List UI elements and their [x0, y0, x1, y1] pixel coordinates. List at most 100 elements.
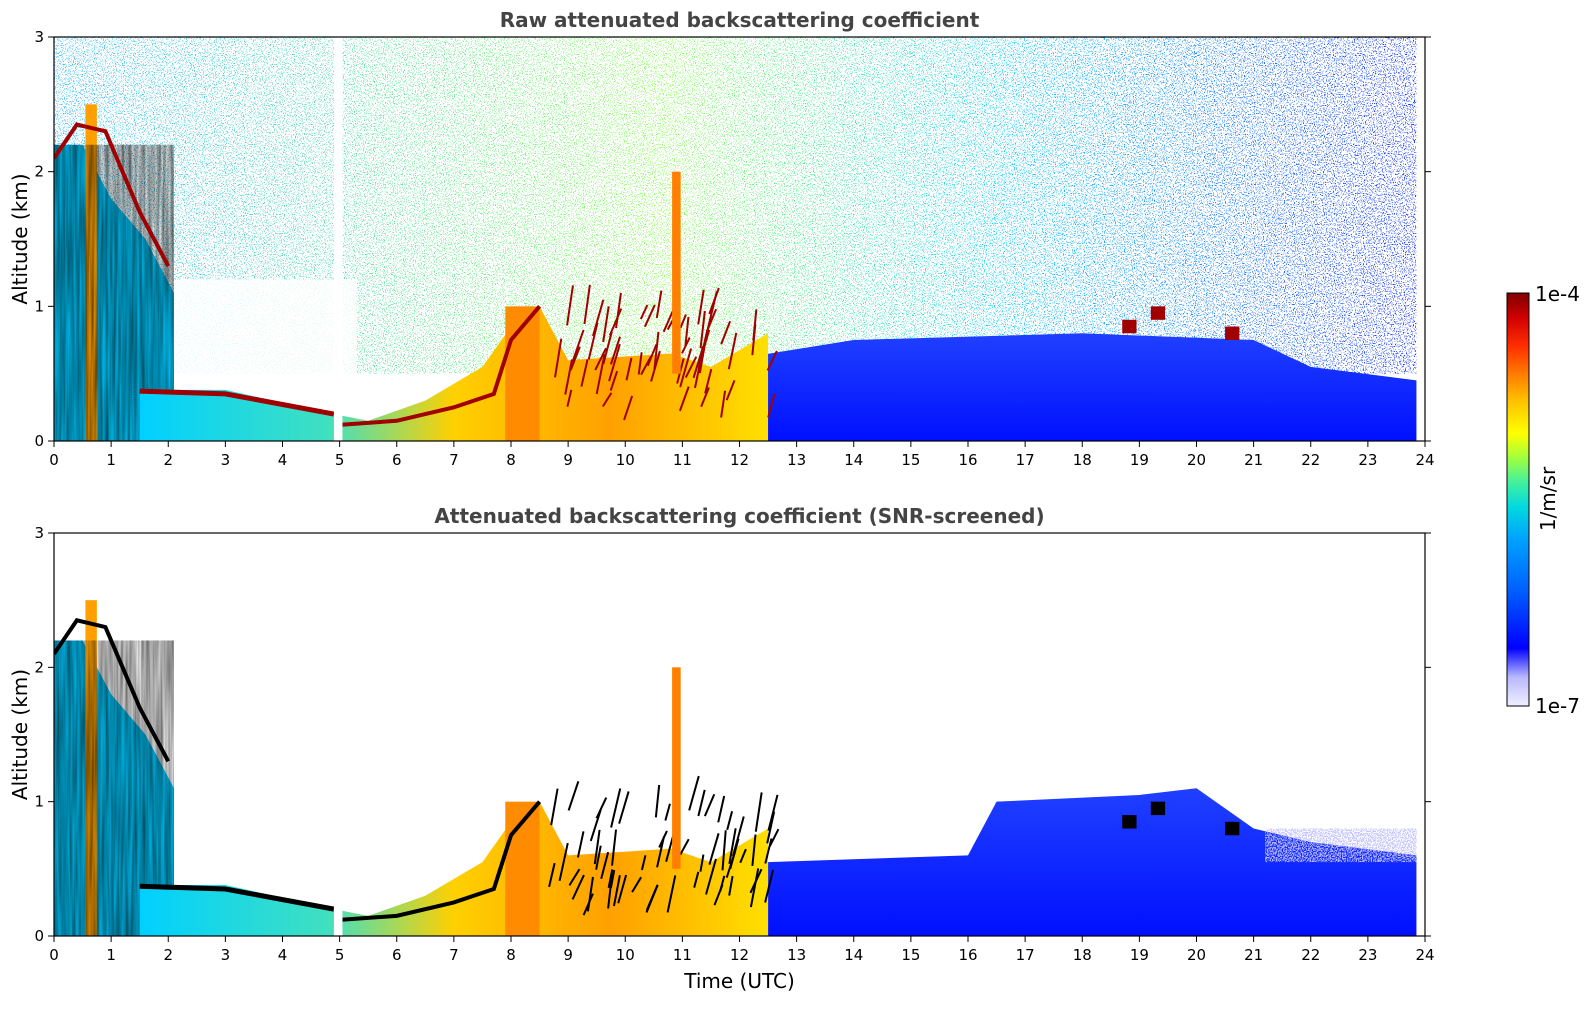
x-tick-label: 17 — [1016, 451, 1035, 469]
convective-streak — [684, 316, 690, 346]
convective-streak — [571, 329, 585, 363]
y-tick-label: 0 — [34, 432, 44, 450]
convective-streak — [767, 393, 776, 418]
convective-streak — [767, 794, 779, 831]
convective-streak — [615, 292, 622, 329]
x-tick-label: 0 — [49, 946, 59, 964]
x-tick-label: 8 — [506, 451, 516, 469]
y-tick-label: 0 — [34, 927, 44, 945]
convective-streak — [700, 387, 710, 408]
convective-streak — [705, 858, 717, 895]
convective-streak — [548, 862, 556, 888]
convective-streak — [699, 310, 706, 349]
convective-streak — [595, 845, 602, 870]
convective-streak — [639, 304, 649, 320]
y-axis-label: Altitude (km) — [8, 173, 32, 304]
x-tick-label: 13 — [787, 451, 806, 469]
convective-streak — [611, 829, 618, 866]
convective-streak — [766, 811, 776, 844]
x-tick-label: 10 — [616, 451, 635, 469]
convective-streak — [566, 285, 574, 326]
convective-streak — [751, 834, 757, 867]
convective-streak — [580, 359, 589, 387]
x-tick-label: 20 — [1187, 946, 1206, 964]
y-tick-label: 2 — [34, 163, 44, 181]
bl-growth-line — [339, 800, 542, 922]
convective-streak — [721, 830, 727, 871]
convective-streak — [749, 868, 760, 908]
x-tick-label: 12 — [730, 946, 749, 964]
convective-streak — [568, 868, 581, 886]
x-tick-label: 12 — [730, 451, 749, 469]
x-tick-label: 20 — [1187, 451, 1206, 469]
x-tick-label: 23 — [1358, 946, 1377, 964]
cloud-patch — [1150, 801, 1166, 816]
convective-streak — [656, 836, 665, 868]
convective-streak — [587, 322, 599, 360]
convective-streak — [732, 816, 745, 857]
cloud-patch — [1122, 319, 1137, 334]
convective-streak — [725, 379, 736, 401]
x-tick-label: 2 — [163, 946, 173, 964]
convective-streak — [564, 359, 573, 395]
x-tick-label: 10 — [616, 946, 635, 964]
convective-streak — [713, 884, 724, 906]
x-tick-label: 5 — [335, 946, 345, 964]
convective-streak — [607, 872, 614, 909]
bl-growth-line — [339, 305, 542, 427]
x-tick-label: 15 — [901, 946, 920, 964]
x-tick-label: 7 — [449, 946, 459, 964]
x-tick-label: 0 — [49, 451, 59, 469]
convective-streak — [600, 851, 610, 880]
y-axis-label: Altitude (km) — [8, 669, 32, 800]
x-tick-label: 11 — [673, 946, 692, 964]
y-tick-label: 1 — [34, 793, 44, 811]
colorbar-unit-label: 1/m/sr — [1536, 466, 1560, 531]
x-tick-label: 22 — [1301, 946, 1320, 964]
clear-air-region — [173, 279, 357, 388]
x-tick-label: 21 — [1244, 946, 1263, 964]
cloud-patch — [1225, 821, 1240, 836]
x-tick-label: 14 — [844, 451, 863, 469]
cloud-top-line — [54, 122, 171, 267]
convective-streak — [727, 332, 738, 370]
convective-streak — [566, 389, 573, 407]
convective-streak — [752, 309, 758, 341]
x-tick-label: 18 — [1073, 946, 1092, 964]
convective-streak — [681, 337, 691, 354]
x-tick-label: 22 — [1301, 451, 1320, 469]
convective-streak — [601, 392, 613, 408]
heatmap-image — [54, 37, 1417, 441]
x-tick-label: 24 — [1415, 946, 1434, 964]
colorbar: 1e-4 1e-7 1/m/sr — [1506, 282, 1580, 718]
convective-streak — [567, 780, 580, 811]
convective-streak — [640, 855, 647, 871]
convective-streak — [643, 304, 656, 328]
convective-streak — [679, 838, 690, 856]
y-tick-label: 3 — [34, 28, 44, 46]
y-tick-label: 2 — [34, 658, 44, 676]
x-tick-label: 14 — [844, 946, 863, 964]
x-axis-label: Time (UTC) — [683, 969, 795, 993]
boundary-layer-top-line — [139, 388, 335, 417]
cloud-patch — [1150, 306, 1166, 320]
x-tick-label: 16 — [958, 451, 977, 469]
convective-streak — [764, 838, 773, 864]
convective-streak — [766, 350, 778, 371]
x-tick-label: 23 — [1358, 451, 1377, 469]
x-tick-label: 4 — [278, 451, 288, 469]
convective-streak — [679, 314, 687, 329]
colorbar-max-label: 1e-4 — [1535, 282, 1580, 306]
x-tick-label: 24 — [1415, 451, 1434, 469]
convective-streak — [699, 854, 705, 872]
x-tick-label: 1 — [106, 946, 116, 964]
y-tick-label: 1 — [34, 297, 44, 315]
x-tick-label: 21 — [1244, 451, 1263, 469]
convective-streak — [678, 386, 690, 412]
x-tick-label: 4 — [278, 946, 288, 964]
convective-streak — [593, 829, 601, 865]
convective-streak — [679, 348, 693, 388]
convective-streak — [637, 352, 643, 375]
convective-streak — [697, 289, 705, 325]
